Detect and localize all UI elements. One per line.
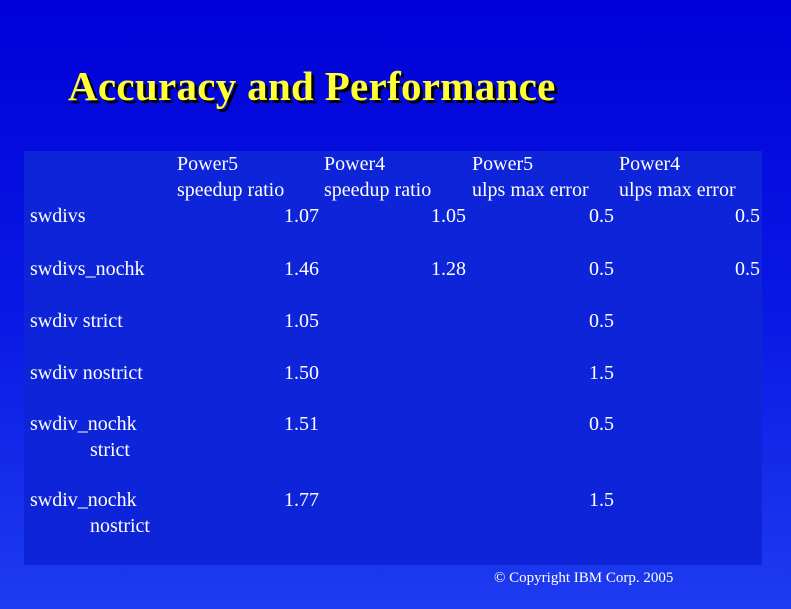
row-label-line-1: swdiv_nochk	[30, 413, 137, 435]
col-header-line-2: speedup ratio	[324, 179, 432, 201]
table-cell: 0.5	[589, 310, 614, 332]
table-cell: 1.77	[284, 489, 319, 511]
table-cell: 1.05	[284, 310, 319, 332]
table-cell: 1.51	[284, 413, 319, 435]
copyright-footer: © Copyright IBM Corp. 2005	[494, 570, 674, 586]
row-label-line-1: swdiv_nochk	[30, 489, 137, 511]
col-header-line-1: Power5	[472, 153, 534, 175]
row-label-line-1: swdiv nostrict	[30, 362, 143, 384]
table-cell: 0.5	[589, 205, 614, 227]
col-header-line-1: Power4	[324, 153, 386, 175]
slide-title: Accuracy and Performance	[68, 63, 556, 109]
table-cell: 1.07	[284, 205, 319, 227]
table-cell: 0.5	[589, 258, 614, 280]
table-cell: 1.50	[284, 362, 319, 384]
row-label-swdiv-strict: swdiv strict	[30, 308, 123, 334]
table-cell: 0.5	[589, 413, 614, 435]
table-cell: 1.28	[431, 258, 466, 280]
row-label-line-1: swdivs_nochk	[30, 258, 145, 280]
row-label-swdiv-nochk-strict: swdiv_nochk strict	[30, 411, 137, 463]
row-label-swdiv-nostrict: swdiv nostrict	[30, 360, 143, 386]
row-label-line-2: nostrict	[90, 515, 150, 537]
table-cell: 1.5	[589, 489, 614, 511]
table-cell: 1.46	[284, 258, 319, 280]
table-cell: 0.5	[735, 258, 760, 280]
col-header-line-1: Power4	[619, 153, 681, 175]
row-label-swdivs-nochk: swdivs_nochk	[30, 256, 144, 282]
row-label-line-1: swdivs	[30, 205, 86, 227]
row-label-swdivs: swdivs	[30, 203, 86, 229]
table-cell: 1.5	[589, 362, 614, 384]
table-cell: 1.05	[431, 205, 466, 227]
row-label-line-1: swdiv strict	[30, 310, 123, 332]
col-header-line-1: Power5	[177, 153, 239, 175]
col-header-power5-ulps: Power5 ulps max error	[472, 151, 589, 203]
data-table-panel: Power5 speedup ratio Power4 speedup rati…	[24, 151, 762, 565]
col-header-line-2: ulps max error	[619, 179, 736, 201]
col-header-power4-speedup: Power4 speedup ratio	[324, 151, 431, 203]
table-cell: 0.5	[735, 205, 760, 227]
row-label-line-2: strict	[90, 439, 130, 461]
row-label-swdiv-nochk-nostrict: swdiv_nochk nostrict	[30, 487, 150, 539]
col-header-power5-speedup: Power5 speedup ratio	[177, 151, 284, 203]
col-header-line-2: ulps max error	[472, 179, 589, 201]
col-header-line-2: speedup ratio	[177, 179, 285, 201]
col-header-power4-ulps: Power4 ulps max error	[619, 151, 736, 203]
